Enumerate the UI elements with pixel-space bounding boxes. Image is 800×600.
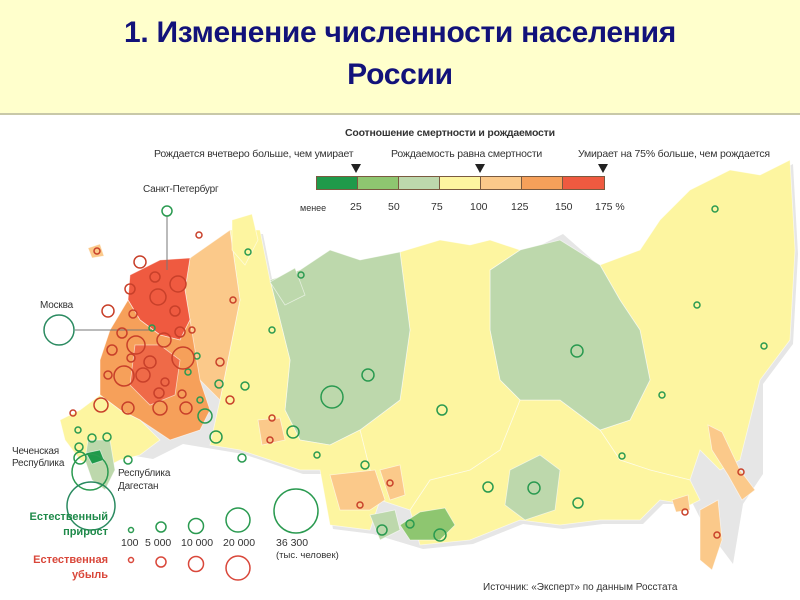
region-altai-orange	[329, 469, 386, 511]
region-tuva	[399, 507, 456, 541]
size-legend-circles	[127, 488, 319, 581]
tick-125: 125	[511, 201, 529, 213]
tick-75: 75	[431, 201, 443, 213]
region-kurgan-orange	[257, 417, 286, 446]
source-note: Источник: «Эксперт» по данным Росстата	[483, 582, 678, 593]
decrease-label-1: Естественная	[33, 554, 108, 566]
tick-50: 50	[388, 201, 400, 213]
callout-lines	[75, 216, 168, 331]
legend-caption-mid: Рождаемость равна смертности	[391, 148, 543, 160]
title-line-1: 1. Изменение численности населения	[124, 16, 676, 49]
legend-caption-right: Умирает на 75% больше, чем рождается	[578, 148, 770, 160]
size-value-20000: 20 000	[223, 537, 256, 549]
label-saint-petersburg: Санкт-Петербург	[143, 184, 219, 195]
marker-triangle-175-icon	[598, 164, 608, 173]
swatch-125-150	[522, 177, 563, 189]
label-dagestan-line1: Республика	[118, 468, 171, 479]
size-value-5000: 5 000	[145, 537, 172, 549]
label-chechnya-line1: Чеченская	[12, 446, 59, 457]
circles-increase	[43, 205, 768, 542]
region-fills	[59, 159, 796, 571]
region-south-yellow	[59, 394, 161, 471]
swatch-25-50	[358, 177, 399, 189]
size-value-10000: 10 000	[181, 537, 214, 549]
region-arctic-green	[269, 267, 306, 306]
swatch-75-100	[440, 177, 481, 189]
region-primorye	[699, 499, 723, 571]
increase-label-2: прирост	[63, 526, 108, 538]
size-unit: (тыс. человек)	[276, 550, 339, 561]
title-line-2: России	[347, 58, 453, 91]
slide-title-bar: 1. Изменение численности населения Росси…	[0, 0, 800, 115]
increase-label-1: Естественный	[29, 511, 109, 523]
color-scale-bar	[316, 176, 605, 190]
region-jewish-ao	[671, 494, 691, 513]
label-dagestan-line2: Дагестан	[118, 481, 159, 492]
swatch-under-25	[317, 177, 358, 189]
legend-natural-decrease: Естественная убыль	[20, 553, 108, 583]
tick-100: 100	[470, 201, 488, 213]
swatch-100-125	[481, 177, 522, 189]
size-value-100: 100	[121, 537, 139, 549]
tick-150: 150	[555, 201, 573, 213]
legend-title: Соотношение смертности и рождаемости	[345, 127, 555, 139]
tick-less: менее	[300, 203, 327, 213]
label-moscow: Москва	[40, 300, 73, 311]
swatch-50-75	[399, 177, 440, 189]
slide-title: 1. Изменение численности населения Росси…	[0, 12, 800, 96]
legend-caption-left: Рождается вчетверо больше, чем умирает	[154, 148, 354, 160]
decrease-label-2: убыль	[71, 569, 108, 581]
size-value-36300: 36 300	[276, 537, 309, 549]
marker-triangle-25-icon	[351, 164, 361, 173]
marker-triangle-100-icon	[475, 164, 485, 173]
region-sakhalin	[707, 424, 756, 501]
circles-decrease	[69, 231, 745, 539]
tick-175: 175 %	[595, 201, 625, 213]
region-buryatia-green	[504, 454, 561, 521]
region-kaliningrad	[87, 243, 105, 259]
label-chechnya-line2: Республика	[12, 458, 65, 469]
legend-natural-increase: Естественный прирост	[20, 510, 109, 540]
tick-25: 25	[350, 201, 362, 213]
swatch-150-175	[563, 177, 604, 189]
